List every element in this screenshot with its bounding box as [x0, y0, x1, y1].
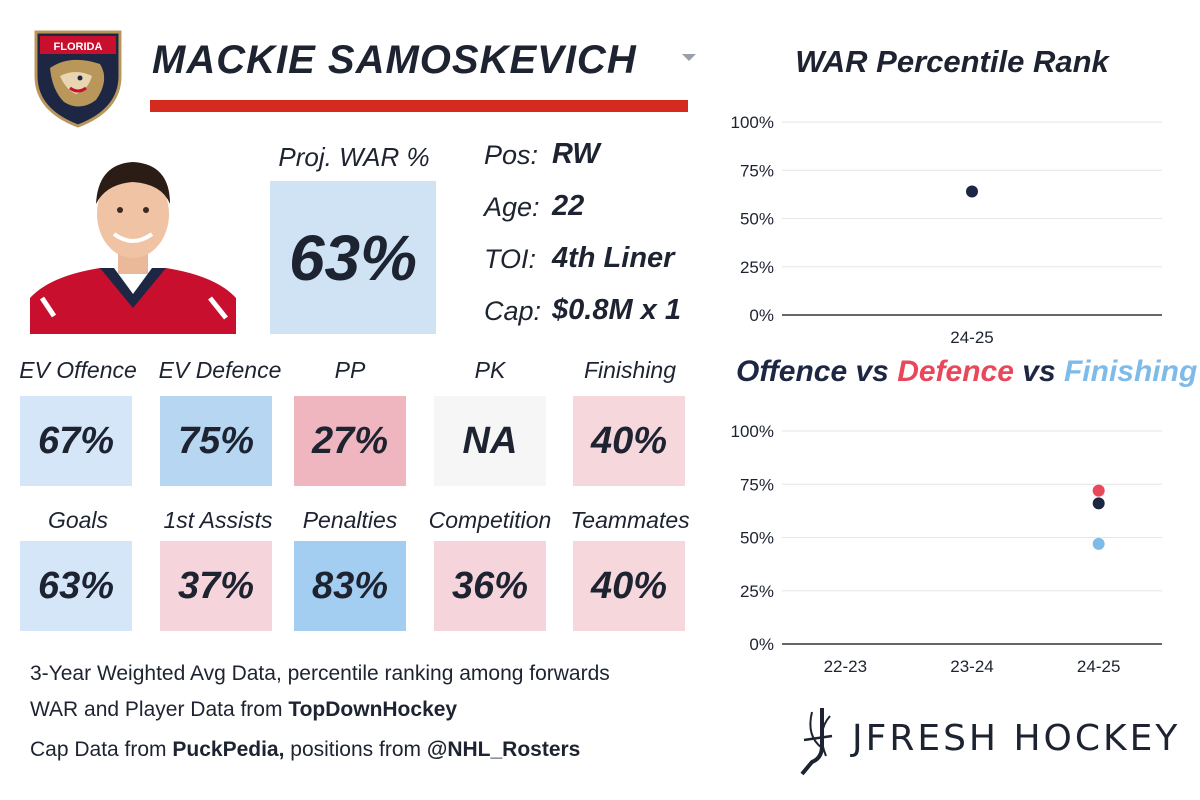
stat-label-ev-defence: EV Defence — [158, 357, 282, 383]
player-headshot — [30, 148, 236, 334]
stat-value-1st-assists: 37% — [177, 564, 255, 607]
x-tick-label: 24-25 — [950, 328, 993, 347]
stat-label-teammates: Teammates — [570, 507, 690, 533]
x-tick-label: 23-24 — [950, 657, 993, 676]
y-tick-label: 0% — [749, 306, 774, 325]
title-vs-1: vs — [847, 355, 898, 388]
war-chart-title: WAR Percentile Rank — [795, 44, 1109, 79]
stat-value-pk: NA — [462, 419, 518, 462]
footer-cap-middle: positions from — [284, 738, 427, 761]
title-vs-2: vs — [1013, 355, 1064, 388]
footer-war-link[interactable]: TopDownHockey — [288, 698, 458, 721]
proj-war-value: 63% — [288, 221, 418, 294]
offence-defence-finishing-chart: 0% 25% 50% 75% 100% 22-23 23-24 24-25 — [731, 422, 1162, 676]
stat-value-penalties: 83% — [311, 564, 389, 607]
stat-label-pk: PK — [474, 357, 506, 383]
stat-value-ev-defence: 75% — [177, 419, 255, 462]
stat-label-competition: Competition — [428, 507, 552, 533]
stat-value-goals: 63% — [37, 564, 115, 607]
stat-tile-competition: 36% — [434, 541, 546, 631]
y-tick-label: 75% — [740, 475, 774, 494]
stat-tile-penalties: 83% — [294, 541, 406, 631]
footer-war-prefix: WAR and Player Data from — [30, 698, 289, 721]
logo-text: FLORIDA — [54, 41, 103, 53]
title-finishing: Finishing — [1063, 355, 1198, 388]
stat-tile-finishing: 40% — [573, 396, 685, 486]
footer-cap-prefix: Cap Data from — [30, 738, 173, 761]
data-point — [966, 185, 978, 198]
stat-label-pp: PP — [334, 357, 366, 383]
cap-label: Cap: — [484, 296, 542, 326]
footer-note: 3-Year Weighted Avg Data, percentile ran… — [30, 662, 610, 685]
age-value: 22 — [552, 190, 585, 222]
stat-tile-goals: 63% — [20, 541, 132, 631]
y-tick-label: 50% — [740, 529, 774, 548]
y-tick-label: 100% — [731, 422, 774, 441]
stat-tile-pk: NA — [434, 396, 546, 486]
stat-tile-ev-offence: 67% — [20, 396, 132, 486]
data-point-finishing — [1092, 537, 1105, 550]
x-tick-label: 22-23 — [824, 657, 867, 676]
florida-panthers-logo: FLORIDA — [34, 30, 122, 128]
pos-label: Pos: — [484, 140, 539, 170]
stat-tile-teammates: 40% — [573, 541, 685, 631]
title-defence: Defence — [897, 355, 1014, 388]
y-tick-label: 0% — [749, 635, 774, 654]
ovd-chart-title: Offence vs Defence vs Finishing — [736, 355, 1197, 389]
cap-value: $0.8M x 1 — [552, 294, 681, 326]
y-tick-label: 50% — [740, 210, 774, 229]
jfresh-logo-icon — [800, 708, 833, 776]
age-label: Age: — [484, 192, 540, 222]
war-percentile-chart: 0% 25% 50% 75% 100% 24-25 — [731, 113, 1162, 347]
stat-value-ev-offence: 67% — [37, 419, 115, 462]
stat-label-1st-assists: 1st Assists — [163, 507, 273, 533]
stat-value-teammates: 40% — [590, 564, 668, 607]
stat-label-goals: Goals — [47, 507, 109, 533]
stat-value-pp: 27% — [311, 419, 389, 462]
player-name: MACKIE SAMOSKEVICH — [152, 38, 637, 82]
toi-value: 4th Liner — [552, 242, 675, 274]
footer-cap-source: Cap Data from PuckPedia, positions from … — [30, 738, 580, 762]
stat-tile-1st-assists: 37% — [160, 541, 272, 631]
footer-positions-link[interactable]: @NHL_Rosters — [426, 738, 581, 761]
stat-tile-pp: 27% — [294, 396, 406, 486]
y-tick-label: 75% — [740, 161, 774, 180]
toi-label: TOI: — [484, 244, 537, 274]
data-point-defence — [1092, 484, 1105, 497]
y-tick-label: 25% — [740, 258, 774, 277]
brand-name: JFRESH HOCKEY — [852, 718, 1181, 759]
name-underline — [150, 100, 688, 112]
proj-war-tile: 63% — [270, 181, 436, 334]
footer-war-source: WAR and Player Data from TopDownHockey — [30, 698, 457, 722]
stat-tile-ev-defence: 75% — [160, 396, 272, 486]
title-offence: Offence — [736, 355, 848, 388]
y-tick-label: 25% — [740, 582, 774, 601]
stat-label-finishing: Finishing — [583, 357, 677, 383]
stat-label-penalties: Penalties — [302, 507, 398, 533]
data-point-offence — [1092, 497, 1105, 510]
chevron-down-icon[interactable] — [682, 54, 696, 61]
stat-value-finishing: 40% — [590, 419, 668, 462]
stat-label-ev-offence: EV Offence — [19, 357, 137, 383]
stat-value-competition: 36% — [451, 564, 529, 607]
proj-war-label: Proj. WAR % — [278, 142, 430, 172]
pos-value: RW — [552, 138, 600, 170]
y-tick-label: 100% — [731, 113, 774, 132]
footer-cap-link[interactable]: PuckPedia, — [172, 738, 285, 761]
x-tick-label: 24-25 — [1077, 657, 1120, 676]
